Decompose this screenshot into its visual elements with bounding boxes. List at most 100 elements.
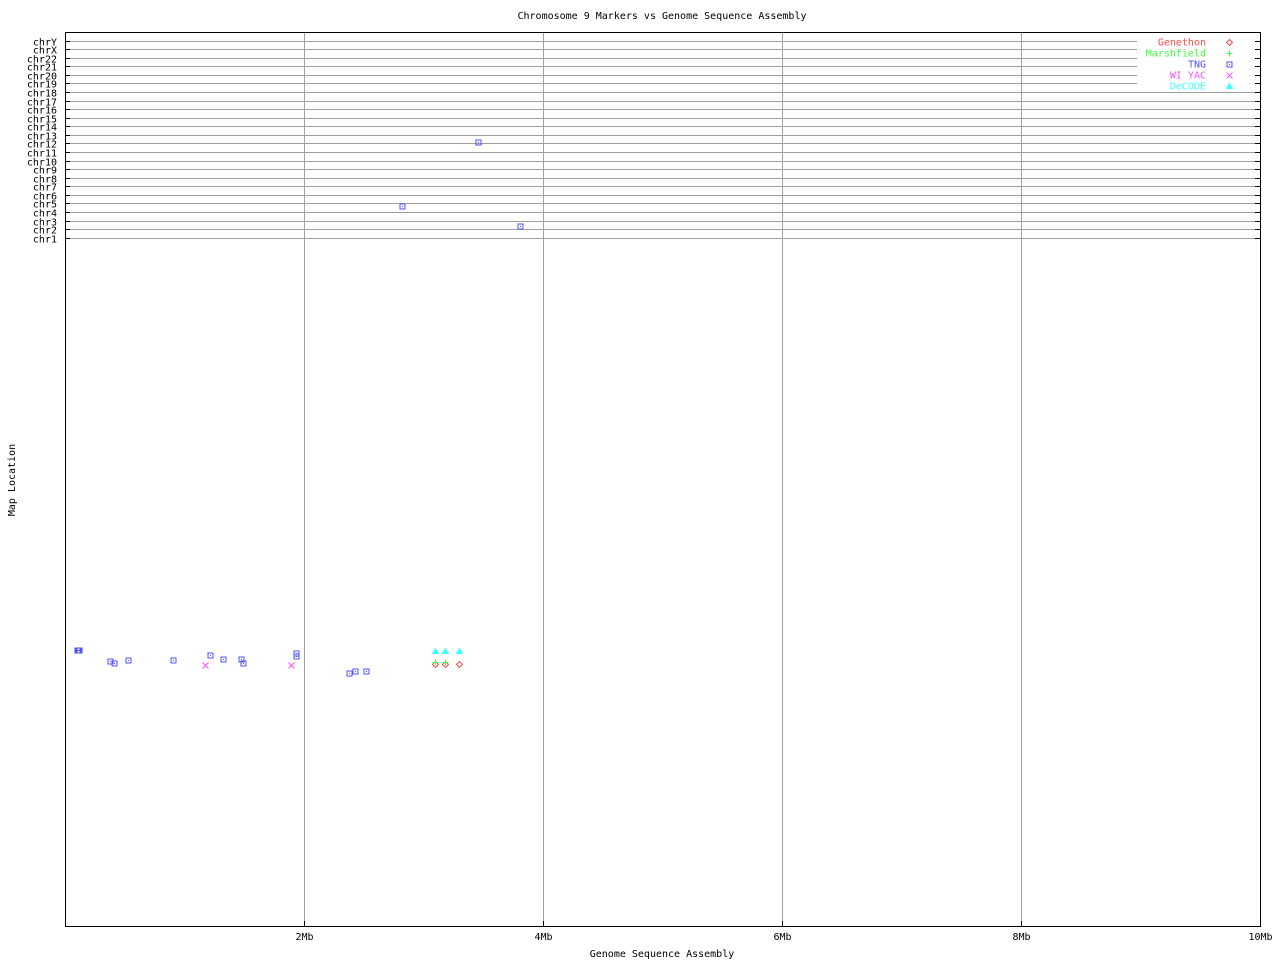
legend-bg — [1137, 58, 1255, 69]
data-point — [475, 139, 482, 146]
y-tick-label: chr11 — [27, 149, 57, 160]
square-marker-dot — [241, 659, 242, 660]
legend-label: TNG — [1188, 60, 1206, 71]
square-marker — [517, 223, 524, 230]
legend-bg — [1137, 47, 1255, 58]
data-point — [441, 647, 450, 654]
square-marker-dot — [296, 656, 297, 657]
square-marker-dot — [78, 650, 79, 651]
y-tick-label: chr2 — [33, 226, 57, 237]
square-marker-dot — [478, 142, 479, 143]
square-marker — [346, 670, 353, 677]
square-marker-dot — [366, 671, 367, 672]
square-marker-dot — [114, 663, 115, 664]
square-marker-dot — [210, 655, 211, 656]
series-genethon — [431, 660, 464, 669]
data-point — [293, 653, 300, 660]
y-tick-label: chr1 — [33, 235, 57, 246]
y-tick-label: chr18 — [27, 89, 57, 100]
y-axis-label: Map Location — [7, 444, 18, 516]
square-marker-dot — [110, 661, 111, 662]
legend-bg — [1137, 36, 1255, 47]
data-point — [442, 659, 449, 666]
x-tick-label: 8Mb — [1012, 932, 1030, 943]
data-point — [288, 662, 295, 669]
data-point — [363, 668, 370, 675]
plot-frame — [65, 32, 1261, 927]
square-marker — [352, 668, 359, 675]
legend-bg — [1137, 69, 1255, 80]
square-marker — [293, 653, 300, 660]
data-point — [125, 657, 132, 664]
data-point — [170, 657, 177, 664]
series-wi-yac — [202, 662, 295, 669]
data-point — [455, 647, 464, 654]
x-tick-label: 2Mb — [295, 932, 313, 943]
data-points — [74, 139, 524, 677]
data-point — [111, 660, 118, 667]
series-decode — [431, 647, 464, 654]
data-point — [352, 668, 359, 675]
data-point — [240, 660, 247, 667]
data-point — [431, 647, 440, 654]
square-marker — [220, 656, 227, 663]
data-point — [346, 670, 353, 677]
y-tick-label: chr20 — [27, 72, 57, 83]
data-point — [202, 662, 209, 669]
legend-marker — [1225, 82, 1234, 89]
square-marker-dot — [402, 206, 403, 207]
square-marker-dot — [520, 226, 521, 227]
series-marshfield — [432, 659, 449, 666]
y-tick-label: chr7 — [33, 183, 57, 194]
y-tick-label: chr17 — [27, 98, 57, 109]
y-tick-label: chr14 — [27, 123, 57, 134]
square-marker — [125, 657, 132, 664]
legend-label: DeCODE — [1170, 82, 1206, 93]
y-tick-label: chr3 — [33, 218, 57, 229]
data-point — [441, 660, 450, 669]
square-marker — [111, 660, 118, 667]
data-point — [455, 660, 464, 669]
data-point — [399, 203, 406, 210]
y-tick-label: chr8 — [33, 175, 57, 186]
x-tick-label: 4Mb — [534, 932, 552, 943]
legend-marker — [1225, 38, 1234, 47]
x-tick-label: 6Mb — [773, 932, 791, 943]
y-tick-label: chr19 — [27, 80, 57, 91]
data-point — [76, 647, 83, 654]
square-marker — [1226, 61, 1233, 68]
y-tick-label: chr22 — [27, 55, 57, 66]
square-marker-dot — [173, 660, 174, 661]
legend-marker — [1226, 61, 1233, 68]
x-axis-label: Genome Sequence Assembly — [590, 949, 735, 960]
grid — [65, 32, 1260, 926]
y-tick-label: chr12 — [27, 140, 57, 151]
y-tick-label: chr13 — [27, 132, 57, 143]
y-tick-label: chr9 — [33, 166, 57, 177]
chart-title: Chromosome 9 Markers vs Genome Sequence … — [518, 11, 807, 22]
legend-bg — [1137, 80, 1255, 91]
square-marker — [207, 652, 214, 659]
data-point — [207, 652, 214, 659]
legend-label: Marshfield — [1146, 49, 1206, 60]
square-marker — [399, 203, 406, 210]
legend-marker — [1226, 72, 1233, 79]
axis-ticks: 2Mb 4Mb 6Mb 8Mb 10Mb chr1chr2chr3chr4chr5chr6… — [27, 38, 1273, 944]
data-point — [432, 659, 439, 666]
square-marker — [475, 139, 482, 146]
data-point — [220, 656, 227, 663]
y-tick-label: chr6 — [33, 192, 57, 203]
y-tick-label: chr10 — [27, 158, 57, 169]
square-marker-dot — [1229, 64, 1230, 65]
y-tick-label: chr16 — [27, 106, 57, 117]
y-tick-label: chr5 — [33, 200, 57, 211]
square-marker-dot — [243, 663, 244, 664]
y-tick-label: chrX — [33, 46, 57, 57]
x-tick-label: 10Mb — [1248, 932, 1272, 943]
square-marker-dot — [349, 673, 350, 674]
legend-label: WI YAC — [1170, 71, 1206, 82]
series-tng — [74, 139, 524, 677]
square-marker-dot — [79, 650, 80, 651]
